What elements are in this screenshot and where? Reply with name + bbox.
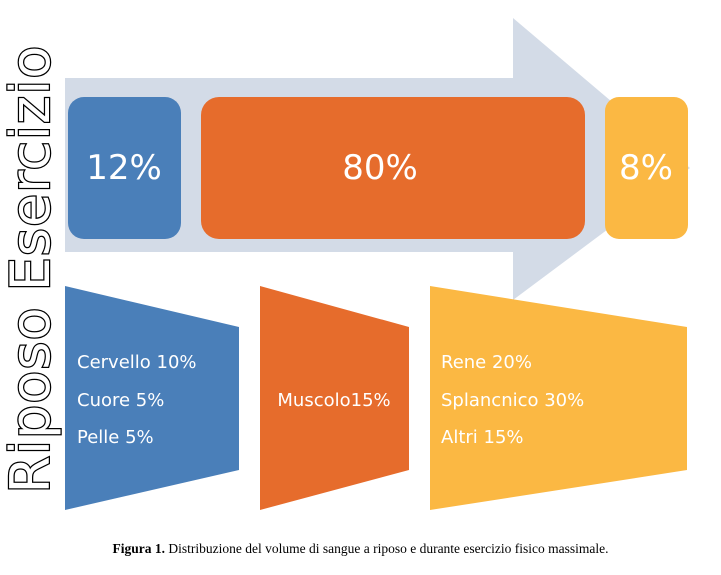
rest-label: Riposo xyxy=(0,306,62,493)
caption-text: Distribuzione del volume di sangue a rip… xyxy=(165,541,609,556)
rest-item-kidney: Rene 20% xyxy=(441,352,532,373)
exercise-value-3: 8% xyxy=(619,148,673,188)
rest-shape-yellow xyxy=(430,286,687,510)
rest-item-splanchnic: Splancnico 30% xyxy=(441,390,584,411)
rest-item-heart: Cuore 5% xyxy=(77,390,164,411)
exercise-value-2: 80% xyxy=(342,148,418,188)
rest-item-muscle: Muscolo15% xyxy=(277,390,390,411)
rest-item-others: Altri 15% xyxy=(441,427,524,448)
rest-item-skin: Pelle 5% xyxy=(77,427,154,448)
exercise-box-other xyxy=(605,97,688,239)
rest-shape-blue xyxy=(65,286,239,510)
rest-item-brain: Cervello 10% xyxy=(77,352,197,373)
exercise-value-1: 12% xyxy=(86,148,162,188)
exercise-box-brain-skin-heart xyxy=(68,97,181,239)
rest-shape-orange xyxy=(260,286,409,510)
figure-caption: Figura 1. Distribuzione del volume di sa… xyxy=(0,541,721,557)
exercise-label: Esercizio xyxy=(0,45,62,292)
exercise-box-muscle xyxy=(201,97,585,239)
caption-label: Figura 1. xyxy=(112,541,166,556)
